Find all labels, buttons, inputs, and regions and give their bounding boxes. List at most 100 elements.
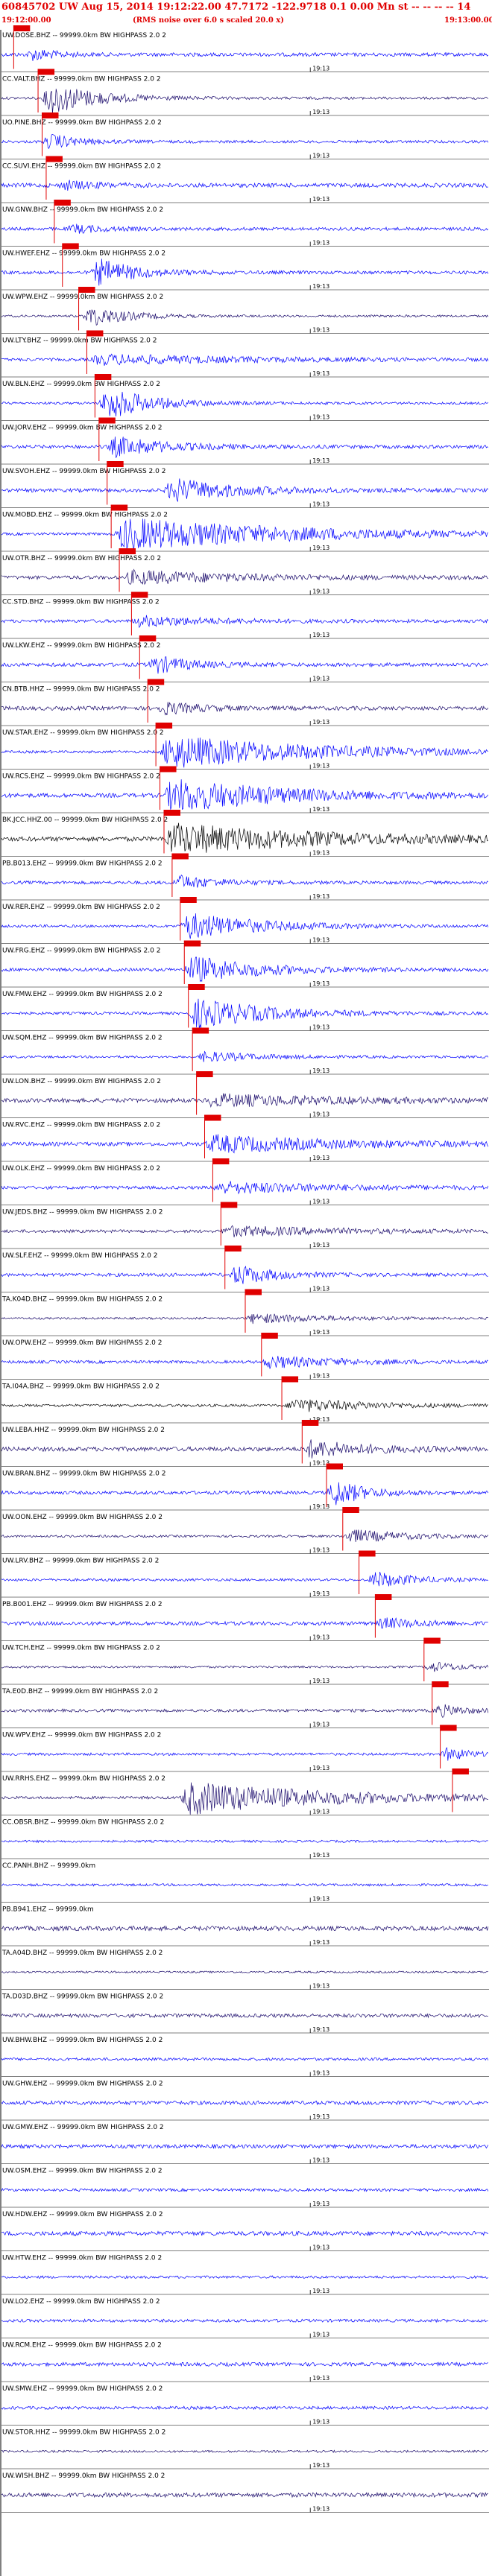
minute-tick-label: 19:13 [312,240,329,247]
pick-marker [359,1550,376,1557]
waveform [1,223,489,234]
trace-row: 19:13 UW.SVOH.EHZ -- 99999.0km BW HIGHPAS… [1,461,489,508]
pick-marker [184,940,201,947]
minute-tick-label: 19:13 [312,327,329,334]
trace-row: 19:13 UW.OLK.EHZ -- 99999.0km BW HIGHPASS… [1,1158,489,1205]
trace-row: 19:13 UW.BRAN.BHZ -- 99999.0km BW HIGHPAS… [1,1463,489,1511]
station-label: UW.LKW.EHZ -- 99999.0km BW HIGHPASS 2.0 … [2,642,161,650]
station-label: UW.JORV.EHZ -- 99999.0km BW HIGHPASS 2.0… [2,425,163,432]
trace-row: 19:13 UW.LRV.BHZ -- 99999.0km BW HIGHPASS… [1,1550,489,1598]
waveform [1,353,489,366]
pick-marker [245,1289,262,1295]
waveform [1,779,489,810]
minute-tick-label: 19:13 [312,283,329,290]
trace-row: 19:13 UW.OSM.EHZ -- 99999.0km BW HIGHPASS… [1,2168,489,2208]
minute-tick-label: 19:13 [312,2288,329,2294]
minute-tick-label: 19:13 [312,1722,329,1728]
trace-row: 19:13 TA.D03D.BHZ -- 99999.0km BW HIGHPAS… [1,1993,489,2034]
waveform [1,391,489,417]
pick-marker [164,810,180,816]
trace-row: 19:13 CN.BTB.HHZ -- 99999.0km BW HIGHPASS… [1,679,489,726]
pick-marker [423,1637,441,1644]
station-label: UW.LEBA.HHZ -- 99999.0km BW HIGHPASS 2.0… [2,1427,165,1434]
trace-row: 19:13 BK.JCC.HHZ.00 -- 99999.0km BW HIGHP… [1,810,489,857]
waveform [1,1747,489,1761]
station-label: UW.LO2.EHZ -- 99999.0km BW HIGHPASS 2.0 … [2,2298,160,2306]
waveform [1,822,488,853]
waveform [1,1572,488,1587]
minute-tick-label: 19:13 [312,370,329,377]
waveform [1,2013,488,2019]
waveform [1,874,488,888]
station-label: UW.FRG.EHZ -- 99999.0km BW HIGHPASS 2.0 … [2,948,160,955]
station-label: TA.E0D.BHZ -- 99999.0km BW HIGHPASS 2.0 … [1,1688,158,1695]
station-label: UW.LON.BHZ -- 99999.0km BW HIGHPASS 2.0 … [2,1078,161,1085]
waveform [1,2057,489,2061]
trace-row: 19:13 UW.LEBA.HHZ -- 99999.0km BW HIGHPAS… [1,1420,489,1467]
station-label: PB.B001.EHZ -- 99999.0km BW HIGHPASS 2.0… [2,1601,163,1608]
waveform [1,1782,488,1815]
trace-row: 19:13 UW.STOR.HHZ -- 99999.0km BW HIGHPAS… [1,2429,489,2469]
station-label: TA.A04D.BHZ -- 99999.0km BW HIGHPASS 2.0… [1,1950,163,1957]
minute-tick-label: 19:13 [312,1199,329,1205]
station-label: CC.VALT.BHZ -- 99999.0km BW HIGHPASS 2.0… [2,76,161,83]
pick-marker [452,1768,469,1774]
pick-marker [111,504,128,511]
pick-marker [282,1376,299,1383]
rms-note: (RMS noise over 6.0 s scaled 20.0 x) [133,16,284,25]
minute-tick-label: 19:13 [312,1460,329,1467]
waveform [1,518,489,551]
station-label: UW.STOR.HHZ -- 99999.0km BW HIGHPASS 2.0… [2,2429,165,2437]
station-label: UO.PINE.BHZ -- 99999.0km BW HIGHPASS 2.0… [2,119,162,127]
plot-header: 60845702 UW Aug 15, 2014 19:12:22.00 47.… [0,0,492,30]
minute-tick-label: 19:13 [312,1939,329,1946]
station-label: UW.JEDS.BHZ -- 99999.0km BW HIGHPASS 2.0… [2,1209,163,1216]
minute-tick-label: 19:13 [312,1547,329,1554]
waveform [1,2492,488,2499]
station-label: PB.B941.EHZ -- 99999.0km [2,1906,94,1914]
trace-row: 19:13 UW.OPW.EHZ -- 99999.0km BW HIGHPASS… [1,1333,489,1380]
minute-tick-label: 19:13 [312,1765,329,1771]
station-label: UW.GHW.EHZ -- 99999.0km BW HIGHPASS 2.0 … [2,2081,163,2088]
waveform [1,258,489,286]
waveform [1,1225,488,1237]
waveform [1,913,489,939]
trace-row: 19:13 UW.RRHS.EHZ -- 99999.0km BW HIGHPAS… [1,1768,489,1815]
station-label: TA.K04D.BHZ -- 99999.0km BW HIGHPASS 2.0… [1,1296,163,1304]
waveform [1,2449,488,2453]
station-label: UW.WISH.BHZ -- 99999.0km BW HIGHPASS 2.0… [2,2472,165,2480]
trace-row: 19:13 UW.FRG.EHZ -- 99999.0km BW HIGHPASS… [1,940,489,988]
waveform [1,1970,488,1974]
pick-marker [192,1027,209,1034]
waveform [1,2275,489,2280]
trace-row: 19:13 UW.GHW.EHZ -- 99999.0km BW HIGHPASS… [1,2081,489,2121]
station-label: UW.FMW.EHZ -- 99999.0km BW HIGHPASS 2.0 … [2,991,163,998]
pick-marker [95,374,112,380]
pick-marker [139,635,157,641]
pick-marker [13,25,31,31]
station-label: UW.SLF.EHZ -- 99999.0km BW HIGHPASS 2.0 … [2,1252,158,1260]
waveform [1,1839,488,1844]
minute-tick-label: 19:13 [312,2070,329,2077]
waveform [1,1925,489,1932]
pick-marker [78,287,95,293]
trace-row: 19:13 UW.RCM.EHZ -- 99999.0km BW HIGHPASS… [1,2342,489,2382]
trace-row: 19:13 UW.WPV.EHZ -- 99999.0km BW HIGHPASS… [1,1725,489,1772]
waveform [1,1181,489,1195]
minute-tick-label: 19:13 [312,1896,329,1903]
station-label: UW.RCS.EHZ -- 99999.0km BW HIGHPASS 2.0 … [2,773,160,781]
pick-marker [98,417,116,424]
trace-row: 19:13 UW.RCS.EHZ -- 99999.0km BW HIGHPASS… [1,766,489,813]
station-label: UW.SQM.EHZ -- 99999.0km BW HIGHPASS 2.0 … [2,1035,163,1042]
minute-tick-label: 19:13 [312,676,329,682]
waveform [1,1482,489,1506]
station-label: UW.GNW.BHZ -- 99999.0km BW HIGHPASS 2.0 … [2,206,163,214]
pick-marker [131,591,148,598]
station-label: PB.B013.EHZ -- 99999.0km BW HIGHPASS 2.0… [2,860,163,868]
trace-row: 19:13 TA.K04D.BHZ -- 99999.0km BW HIGHPAS… [1,1289,489,1336]
waveform [1,478,489,503]
station-label: UW.MOBD.EHZ -- 99999.0km BW HIGHPASS 2.0… [2,512,168,519]
station-label: TA.D03D.BHZ -- 99999.0km BW HIGHPASS 2.0… [1,1993,163,2001]
trace-row: 19:13 UW.RER.EHZ -- 99999.0km BW HIGHPASS… [1,897,489,944]
pick-marker [86,330,104,337]
